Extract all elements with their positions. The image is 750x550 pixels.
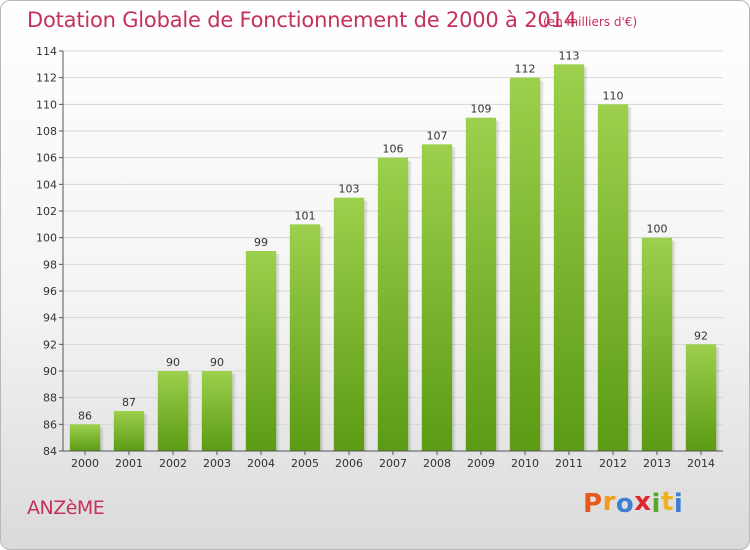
data-label-2013: 100 bbox=[647, 223, 668, 236]
bar-shadow bbox=[188, 374, 193, 451]
y-tick-label: 98 bbox=[43, 258, 57, 271]
x-tick-label-2005: 2005 bbox=[291, 457, 319, 470]
bar-shadow bbox=[320, 227, 325, 451]
bar-shadow bbox=[716, 347, 721, 451]
y-tick-label: 102 bbox=[36, 205, 57, 218]
bar-2006 bbox=[333, 197, 365, 451]
logo-letter: r bbox=[602, 487, 616, 517]
y-tick-label: 112 bbox=[36, 72, 57, 85]
bar-shadow bbox=[144, 414, 149, 451]
bar-shadow bbox=[672, 240, 677, 451]
x-tick-label-2004: 2004 bbox=[247, 457, 275, 470]
y-tick-label: 88 bbox=[43, 392, 57, 405]
proxiti-logo: Proxiti bbox=[583, 487, 684, 519]
x-tick-label-2010: 2010 bbox=[511, 457, 539, 470]
data-label-2012: 110 bbox=[603, 89, 624, 102]
logo-letter: o bbox=[615, 489, 635, 519]
bar-2004 bbox=[245, 251, 277, 451]
y-tick-label: 92 bbox=[43, 338, 57, 351]
bar-2012 bbox=[597, 104, 629, 451]
data-label-2000: 86 bbox=[78, 409, 92, 422]
bar-2002 bbox=[157, 371, 189, 451]
x-tick-label-2003: 2003 bbox=[203, 457, 231, 470]
bar-2001 bbox=[113, 411, 145, 451]
x-tick-label-2013: 2013 bbox=[643, 457, 671, 470]
x-tick-label-2009: 2009 bbox=[467, 457, 495, 470]
data-label-2005: 101 bbox=[295, 209, 316, 222]
axis-layer: 84 86 88 90 92 94 96 98 100 102 104 106 108 110 112 114… bbox=[36, 45, 723, 470]
bar-shadow bbox=[540, 80, 545, 452]
x-tick-label-2000: 2000 bbox=[71, 457, 99, 470]
data-label-2010: 112 bbox=[515, 63, 536, 76]
data-label-2014: 92 bbox=[694, 329, 708, 342]
x-tick-label-2008: 2008 bbox=[423, 457, 451, 470]
bar-2013 bbox=[641, 237, 673, 451]
bar-2005 bbox=[289, 224, 321, 451]
bar-2003 bbox=[201, 371, 233, 451]
y-tick-label: 108 bbox=[36, 125, 57, 138]
x-tick-label-2011: 2011 bbox=[555, 457, 583, 470]
bar-shadow bbox=[276, 254, 281, 451]
y-tick-label: 96 bbox=[43, 285, 57, 298]
x-tick-label-2001: 2001 bbox=[115, 457, 143, 470]
logo-letter: i bbox=[651, 489, 661, 519]
chart-unit: (en milliers d'€) bbox=[543, 15, 638, 29]
y-tick-label: 86 bbox=[43, 418, 57, 431]
x-tick-label-2014: 2014 bbox=[687, 457, 715, 470]
logo-letter: i bbox=[673, 489, 684, 519]
bar-2000 bbox=[69, 424, 101, 451]
x-tick-label-2012: 2012 bbox=[599, 457, 627, 470]
logo-letter: x bbox=[634, 487, 652, 517]
bar-shadow bbox=[100, 427, 105, 451]
y-tick-label: 104 bbox=[36, 178, 57, 191]
y-tick-label: 114 bbox=[36, 45, 57, 58]
y-tick-label: 110 bbox=[36, 98, 57, 111]
bar-shadow bbox=[496, 120, 501, 452]
bar-shadow bbox=[584, 67, 589, 451]
bar-shadow bbox=[452, 147, 457, 452]
bar-shadow bbox=[364, 200, 369, 451]
bar-2014 bbox=[685, 344, 717, 451]
data-label-2011: 113 bbox=[559, 49, 580, 62]
data-label-2004: 99 bbox=[254, 236, 268, 249]
data-label-2003: 90 bbox=[210, 356, 224, 369]
bar-2011 bbox=[553, 64, 585, 452]
x-tick-label-2006: 2006 bbox=[335, 457, 363, 470]
logo-letter: P bbox=[583, 489, 603, 519]
logo-letter: t bbox=[660, 487, 674, 517]
bar-shadow bbox=[232, 374, 237, 451]
chart-title: Dotation Globale de Fonctionnement de 20… bbox=[27, 8, 577, 32]
bar-2008 bbox=[421, 144, 453, 452]
data-label-2007: 106 bbox=[383, 143, 404, 156]
y-tick-label: 106 bbox=[36, 152, 57, 165]
town-name: ANZèME bbox=[27, 497, 105, 519]
bar-layer bbox=[69, 64, 721, 452]
bar-shadow bbox=[628, 107, 633, 451]
bar-shadow bbox=[408, 160, 413, 451]
bar-2009 bbox=[465, 117, 497, 452]
y-tick-label: 94 bbox=[43, 312, 57, 325]
x-tick-label-2002: 2002 bbox=[159, 457, 187, 470]
data-label-2002: 90 bbox=[166, 356, 180, 369]
y-tick-label: 84 bbox=[43, 445, 57, 458]
y-tick-label: 100 bbox=[36, 232, 57, 245]
bar-2010 bbox=[509, 77, 541, 452]
data-label-2006: 103 bbox=[339, 183, 360, 196]
bar-2007 bbox=[377, 157, 409, 451]
data-label-2001: 87 bbox=[122, 396, 136, 409]
data-label-2008: 107 bbox=[427, 129, 448, 142]
data-label-2009: 109 bbox=[471, 103, 492, 116]
x-tick-label-2007: 2007 bbox=[379, 457, 407, 470]
y-tick-label: 90 bbox=[43, 365, 57, 378]
